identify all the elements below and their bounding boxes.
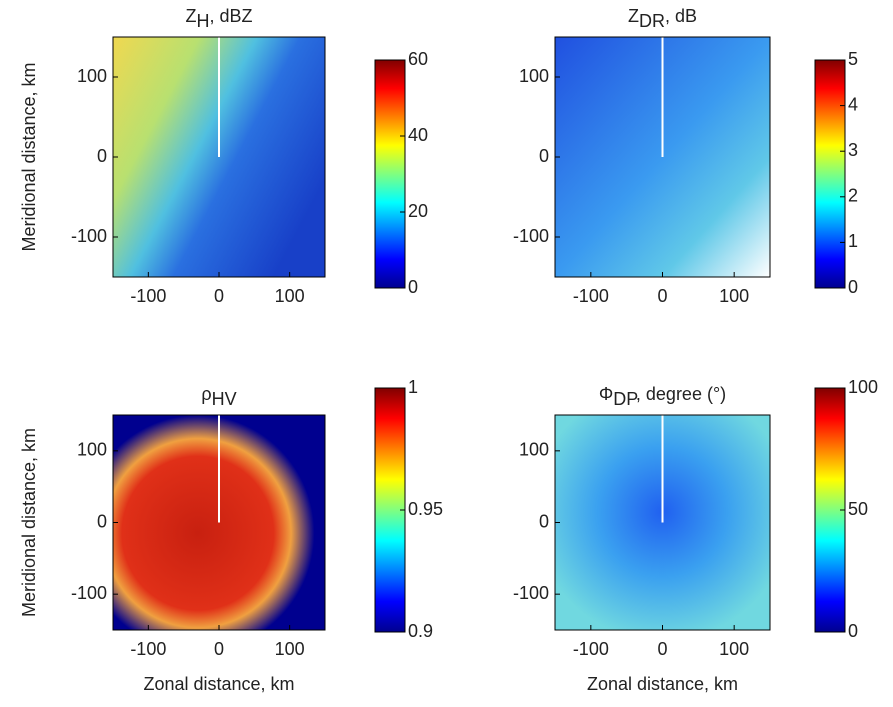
colorbar-tick-label: 0 <box>408 277 418 297</box>
x-tick-label: 0 <box>657 639 667 659</box>
colorbar-tick-label: 40 <box>408 125 428 145</box>
y-tick-label: 100 <box>519 66 549 86</box>
y-axis-label: Meridional distance, km <box>19 428 39 617</box>
colorbar-tick-label: 3 <box>848 140 858 160</box>
y-tick-label: 100 <box>77 440 107 460</box>
y-tick-label: 100 <box>77 66 107 86</box>
panel: ZDR, dB -100 0 100 -100 0 100 0 1 2 3 4 5 <box>513 6 858 306</box>
colorbar <box>374 59 406 289</box>
y-tick-label: -100 <box>513 226 549 246</box>
colorbar-tick-label: 20 <box>408 201 428 221</box>
colorbar-tick-label: 0.9 <box>408 621 433 641</box>
y-tick-label: -100 <box>71 226 107 246</box>
colorbar <box>814 59 846 289</box>
panel-title: ρHV <box>201 384 236 409</box>
x-axis-label: Zonal distance, km <box>587 674 738 694</box>
y-tick-label: 100 <box>519 440 549 460</box>
x-tick-label: 0 <box>214 639 224 659</box>
title-part: DP <box>613 389 638 409</box>
colorbar-tick-label: 60 <box>408 49 428 69</box>
panel: ρHV -100 0 100 -100 0 100 Meridional distance, … <box>19 377 443 694</box>
colorbar-tick-label: 100 <box>848 377 878 397</box>
colorbar-tick-label: 4 <box>848 94 858 114</box>
x-tick-label: 0 <box>657 286 667 306</box>
title-part: , dB <box>665 6 697 26</box>
colorbar-tick-label: 2 <box>848 186 858 206</box>
y-tick-label: 0 <box>539 146 549 166</box>
y-tick-label: 0 <box>97 511 107 531</box>
x-axis-label: Zonal distance, km <box>143 674 294 694</box>
title-part: Φ <box>599 384 613 404</box>
colorbar-tick-label: 0 <box>848 277 858 297</box>
title-part: DR <box>639 11 665 31</box>
y-tick-label: -100 <box>71 583 107 603</box>
colorbar-tick-label: 0 <box>848 621 858 641</box>
x-tick-label: -100 <box>573 286 609 306</box>
x-tick-label: -100 <box>573 639 609 659</box>
title-part: ρ <box>201 384 211 404</box>
title-part: Z <box>185 6 196 26</box>
colorbar-tick-label: 50 <box>848 499 868 519</box>
title-part: HV <box>212 389 237 409</box>
x-tick-label: -100 <box>130 286 166 306</box>
x-tick-label: 100 <box>275 286 305 306</box>
x-tick-label: -100 <box>130 639 166 659</box>
y-axis-label: Meridional distance, km <box>19 62 39 251</box>
panel-title: ZH, dBZ <box>185 6 252 31</box>
title-part: H <box>196 11 209 31</box>
x-tick-label: 100 <box>275 639 305 659</box>
panel: ZH, dBZ -100 0 100 -100 0 100 Meridional distan… <box>19 6 428 306</box>
colorbar-tick-label: 5 <box>848 49 858 69</box>
colorbar-tick-label: 1 <box>408 377 418 397</box>
y-tick-label: 0 <box>539 511 549 531</box>
panel-title: ZDR, dB <box>628 6 697 31</box>
x-tick-label: 100 <box>719 286 749 306</box>
panel-title: ΦDP, degree (°) <box>599 384 726 409</box>
title-part: Z <box>628 6 639 26</box>
title-part: , dBZ <box>209 6 252 26</box>
x-tick-label: 100 <box>719 639 749 659</box>
colorbar-tick-label: 1 <box>848 231 858 251</box>
title-part: , degree (°) <box>636 384 726 404</box>
x-tick-label: 0 <box>214 286 224 306</box>
y-tick-label: -100 <box>513 583 549 603</box>
panel: ΦDP, degree (°) -100 0 100 -100 0 100 Zonal dis… <box>513 377 878 694</box>
y-tick-label: 0 <box>97 146 107 166</box>
colorbar-tick-label: 0.95 <box>408 499 443 519</box>
